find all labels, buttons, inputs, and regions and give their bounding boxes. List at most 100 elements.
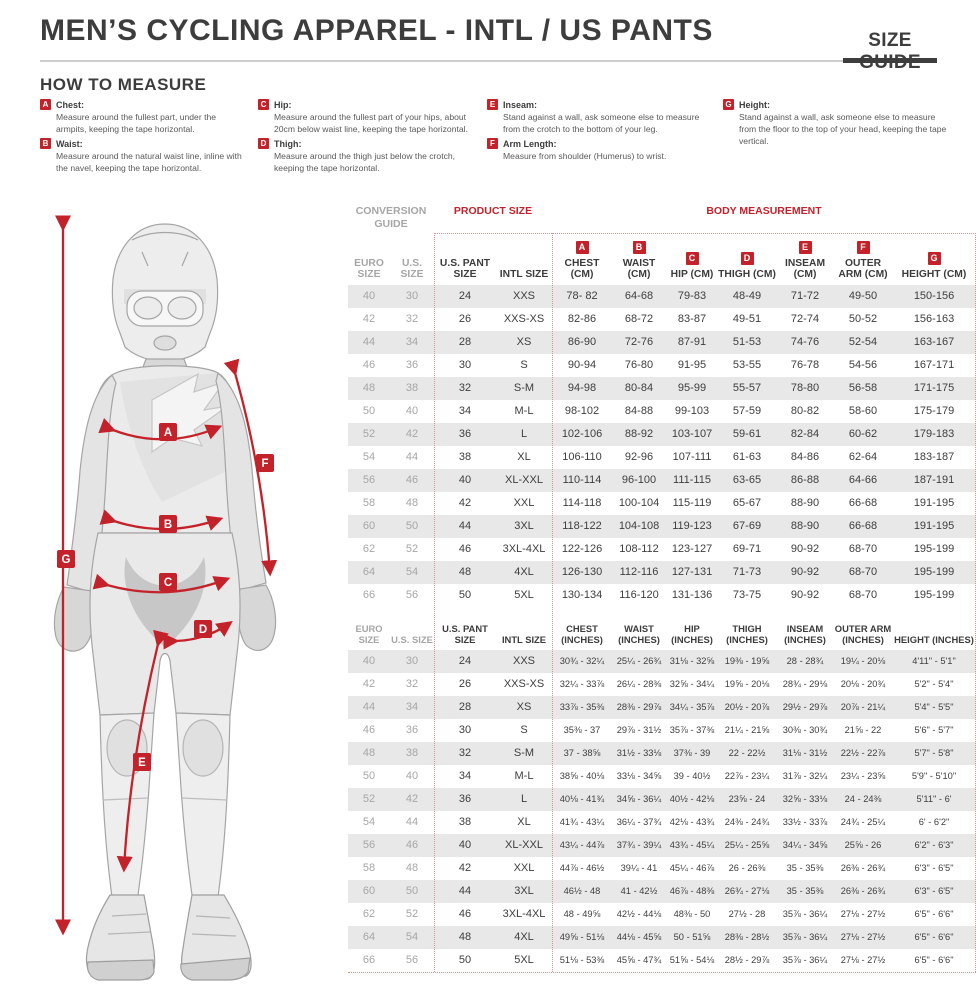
size-cell: 32¼ - 33⅞ (559, 679, 605, 689)
size-cell: 28⅜ - 29⅞ (616, 702, 662, 712)
size-cell: 31⅞ - 32¼ (782, 771, 828, 781)
size-cell: 122-126 (561, 543, 603, 555)
size-cell: 42 (362, 313, 376, 325)
size-cell: 27⅛ - 27½ (840, 932, 886, 942)
size-cell: 72-74 (790, 313, 820, 325)
size-cell: XS (516, 336, 532, 348)
size-cell: 48 - 49⅝ (563, 909, 601, 919)
size-cell: 99-103 (674, 405, 710, 417)
size-cell: 25¼ - 26¾ (616, 656, 662, 666)
measure-item-chest: A Chest: Measure around the fullest part,… (40, 99, 246, 135)
size-cell: 112-116 (619, 566, 659, 578)
size-cell: 5'4" - 5'5" (914, 702, 954, 712)
size-cell: 56 (362, 474, 376, 486)
size-cell: 40 (458, 474, 472, 486)
size-cell: 46 (362, 724, 376, 736)
column-header-text: INSEAM (INCHES) (784, 623, 826, 645)
size-cell: 50 - 51⅝ (673, 932, 711, 942)
size-cell: 38 (405, 747, 419, 759)
measure-item-inseam: E Inseam: Stand against a wall, ask someo… (487, 99, 715, 135)
size-cell: 6' - 6'2" (918, 817, 950, 827)
size-cell: 48⅜ - 50 (673, 909, 711, 919)
size-cell: 6'3" - 6'5" (914, 886, 954, 896)
size-cell: 84-88 (624, 405, 654, 417)
size-cell: 44⅞ - 46½ (559, 863, 605, 873)
measure-letter-badge: G (927, 252, 941, 265)
size-cell: 42⅛ - 43¾ (669, 817, 715, 827)
column-header-text: U.S. SIZE (391, 633, 433, 645)
size-cell: 48 (405, 862, 419, 874)
size-cell: 46 (405, 839, 419, 851)
size-cell: 50 (405, 520, 419, 532)
size-cell: 106-110 (562, 451, 602, 463)
column-header-text: U.S. SIZE (400, 258, 424, 280)
column-header-text: INSEAM (CM) (784, 258, 826, 280)
size-table-row: 48 38 32 S-M 37 - 38⅝ 31½ - 33⅛ 37⅜ - 39 22 - 2… (348, 742, 976, 765)
size-cell: 48 (362, 747, 376, 759)
table-dotted-divider (975, 233, 976, 972)
column-header: EURO SIZE (348, 607, 390, 650)
size-cell: 56 (405, 954, 419, 966)
size-cell: 32 (405, 313, 419, 325)
size-cell: 38 (405, 382, 419, 394)
size-cell: 42 (405, 793, 419, 805)
size-cell: 60-62 (848, 428, 878, 440)
size-cell: 64 (362, 566, 376, 578)
column-header: U.S. SIZE (390, 607, 434, 650)
size-cell: 50 (362, 770, 376, 782)
size-cell: XL-XXL (505, 474, 543, 486)
size-table-row: 48 38 32 S-M 94-98 80-84 95-99 55-57 78-80 56-58 1… (348, 377, 976, 400)
size-cell: 86-88 (790, 474, 820, 486)
size-cell: 195-199 (913, 589, 955, 601)
size-table-row: 50 40 34 M-L 98-102 84-88 99-103 57-59 80-82 58-6… (348, 400, 976, 423)
size-cell: 34⅝ - 36¼ (616, 794, 662, 804)
size-cell: 88-90 (790, 497, 820, 509)
size-cell: 80-84 (624, 382, 654, 394)
size-cell: 187-191 (913, 474, 955, 486)
size-table-row: 66 56 50 5XL 51⅛ - 53⅜ 45⅝ - 47¾ 51⅝ - 54⅛ 28½ … (348, 949, 976, 972)
size-cell: 28⅜ - 28½ (724, 932, 770, 942)
size-cell: 54 (405, 566, 419, 578)
size-cell: 57-59 (732, 405, 762, 417)
size-cell: 110-114 (562, 474, 602, 486)
column-header: EURO SIZE (348, 233, 390, 285)
size-cell: 27⅛ - 27½ (840, 955, 886, 965)
column-header: A CHEST (CM) (552, 233, 612, 285)
size-cell: 3XL (514, 520, 534, 532)
size-table-row: 46 36 30 S 35⅜ - 37 29⅞ - 31½ 35⅞ - 37⅜ 21¼ - 2… (348, 719, 976, 742)
size-cell: 32⅝ - 33⅛ (782, 794, 828, 804)
measure-item-height: G Height: Stand against a wall, ask someo… (723, 99, 949, 147)
column-header: WAIST (INCHES) (612, 607, 666, 650)
column-header: U.S. SIZE (390, 233, 434, 285)
size-cell: 33½ - 33⅞ (782, 817, 828, 827)
size-table-row: 58 48 42 XXL 114-118 100-104 115-119 65-67 88-90… (348, 492, 976, 515)
size-cell: 41¾ - 43¼ (559, 817, 605, 827)
size-cell: 24¾ - 25¼ (840, 817, 886, 827)
size-cell: 36 (458, 428, 472, 440)
size-cell: 64-66 (848, 474, 878, 486)
measure-letter-badge: D (258, 138, 269, 149)
column-header: HEIGHT (INCHES) (892, 607, 976, 650)
size-cell: 65-67 (732, 497, 762, 509)
size-table-row: 44 34 28 XS 86-90 72-76 87-91 51-53 74-76 52-54 16… (348, 331, 976, 354)
size-cell: 3XL-4XL (502, 543, 546, 555)
column-header-text: EURO SIZE (354, 258, 384, 280)
size-cell: 191-195 (913, 520, 955, 532)
header-divider (40, 60, 843, 62)
size-cell: 34¼ - 35⅞ (669, 702, 715, 712)
size-cell: 40 (362, 655, 376, 667)
size-cell: 52-54 (848, 336, 878, 348)
size-cell: 35⅞ - 36¼ (782, 909, 828, 919)
size-cell: 6'2" - 6'3" (914, 840, 954, 850)
size-table-header-row: EURO SIZE U.S. SIZE U.S. PANT SIZE INTL SIZ… (348, 607, 976, 650)
size-cell: 48 (458, 566, 472, 578)
size-cell: 40½ - 42⅛ (669, 794, 715, 804)
column-header-text: WAIST (INCHES) (618, 623, 660, 645)
size-cell: 21⅝ - 22 (844, 725, 882, 735)
size-cell: 38 (458, 816, 472, 828)
size-cell: 51⅝ - 54⅛ (669, 955, 715, 965)
size-cell: 24 - 24⅜ (844, 794, 882, 804)
size-table-row: 64 54 48 4XL 126-130 112-116 127-131 71-73 90-92… (348, 561, 976, 584)
measure-letter-badge: F (856, 241, 870, 254)
size-cell: 35 - 35⅜ (786, 863, 824, 873)
